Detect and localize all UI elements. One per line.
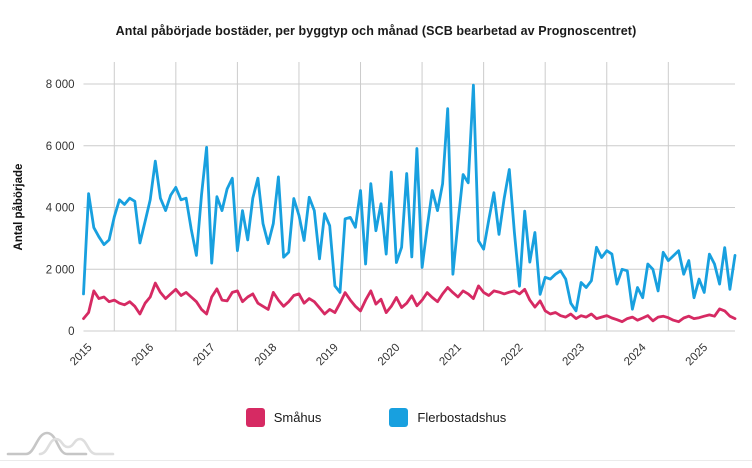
legend-item-flerbostadshus[interactable]: Flerbostadshus — [389, 408, 506, 427]
smahus-swatch-icon — [245, 408, 265, 427]
y-axis-title: Antal påbörjade — [13, 164, 25, 251]
x-tick-label: 2017 — [191, 342, 218, 369]
series-line-flerbostadshus — [82, 83, 737, 313]
prognoscentret-wave-logo-icon — [6, 431, 115, 456]
x-tick-label: 2020 — [376, 342, 403, 369]
x-tick-label: 2016 — [130, 342, 157, 369]
x-tick-label: 2023 — [561, 342, 588, 369]
y-tick-label: 0 — [68, 326, 74, 338]
y-tick-label: 2 000 — [46, 264, 75, 276]
chart-legend: Småhus Flerbostadshus — [0, 408, 752, 427]
x-tick-label: 2021 — [437, 342, 464, 369]
x-tick-label: 2018 — [253, 342, 280, 369]
y-tick-label: 6 000 — [46, 141, 75, 153]
line-chart-plot: 0 2 000 4 000 6 000 8 000 2015 2016 2017 2018 201… — [13, 62, 737, 369]
chart-title: Antal påbörjade bostäder, per byggtyp oc… — [115, 24, 637, 38]
x-tick-label: 2015 — [68, 342, 95, 369]
x-tick-label: 2024 — [622, 341, 649, 368]
x-tick-label: 2025 — [684, 342, 711, 369]
legend-label-flerbostadshus: Flerbostadshus — [417, 410, 507, 425]
footer-divider — [0, 460, 752, 461]
legend-item-smahus[interactable]: Småhus — [245, 408, 322, 427]
series-line-småhus — [82, 281, 737, 324]
flerbostadshus-swatch-icon — [389, 408, 409, 427]
y-tick-label: 8 000 — [46, 79, 75, 91]
legend-label-smahus: Småhus — [273, 410, 322, 425]
x-tick-label: 2019 — [314, 342, 341, 369]
y-tick-label: 4 000 — [46, 203, 75, 215]
x-tick-label: 2022 — [499, 342, 526, 369]
